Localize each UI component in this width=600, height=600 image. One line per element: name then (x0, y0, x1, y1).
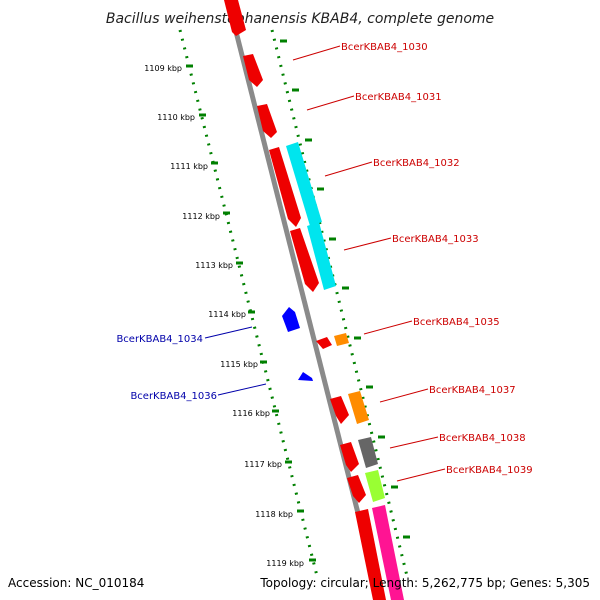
gene-label[interactable]: BcerKBAB4_1035 (413, 317, 500, 328)
scale-label: 1112 kbp (182, 212, 220, 221)
leader-line (292, 45, 341, 61)
cds-track-forward (224, 0, 386, 600)
leader-line (343, 237, 392, 251)
scale-label: 1119 kbp (266, 559, 304, 568)
gene-label[interactable]: BcerKBAB4_1039 (446, 465, 533, 476)
feature-orange (348, 391, 369, 424)
leader-line (363, 320, 413, 335)
gene-arrow-cds (269, 147, 301, 227)
leader-line (306, 95, 355, 111)
scale-ticks-outer (280, 39, 410, 539)
gene-arrow-cds (347, 475, 366, 503)
gene-label[interactable]: BcerKBAB4_1037 (429, 385, 516, 396)
scale-label: 1113 kbp (195, 261, 233, 270)
leader-line (396, 468, 446, 482)
gene-arrow-cds (257, 104, 277, 138)
gene-arrow-cds (355, 509, 386, 600)
scale-label: 1110 kbp (157, 113, 195, 122)
feature-cyan (286, 142, 322, 226)
gene-label[interactable]: BcerKBAB4_1031 (355, 92, 442, 103)
label-leaders-reverse (204, 326, 267, 396)
scale-label: 1117 kbp (244, 460, 282, 469)
gene-arrow-reverse (298, 372, 313, 381)
gene-label[interactable]: BcerKBAB4_1038 (439, 433, 526, 444)
gene-label[interactable]: BcerKBAB4_1032 (373, 158, 460, 169)
gene-labels-forward: BcerKBAB4_1030 BcerKBAB4_1031 BcerKBAB4_… (341, 42, 533, 476)
leader-line (217, 383, 267, 396)
scale-line-outer (270, 29, 410, 581)
gene-labels-reverse: BcerKBAB4_1034 BcerKBAB4_1036 (116, 334, 217, 402)
genome-summary-text: Topology: circular; Length: 5,262,775 bp… (259, 576, 590, 590)
feature-cyan (307, 222, 336, 290)
scale-label: 1114 kbp (208, 310, 246, 319)
gene-arrow-cds (224, 0, 246, 36)
gene-arrow-cds (290, 228, 319, 292)
gene-arrow-reverse (282, 307, 300, 332)
leader-line (389, 436, 439, 449)
feature-pink (372, 505, 404, 600)
gene-label[interactable]: BcerKBAB4_1033 (392, 234, 479, 245)
genome-backbone (225, 0, 383, 600)
gene-arrow-cds (316, 337, 332, 349)
scale-label: 1116 kbp (232, 409, 270, 418)
scale-label: 1115 kbp (220, 360, 258, 369)
leader-line (204, 326, 253, 339)
gene-label[interactable]: BcerKBAB4_1030 (341, 42, 428, 53)
feature-gray (358, 437, 378, 468)
cds-track-reverse (282, 307, 313, 381)
gene-arrow-cds (330, 396, 349, 424)
accession-text: Accession: NC_010184 (8, 576, 144, 590)
scale-label: 1118 kbp (255, 510, 293, 519)
gene-label[interactable]: BcerKBAB4_1034 (116, 334, 203, 345)
scale-label: 1109 kbp (144, 64, 182, 73)
leader-line (379, 388, 429, 403)
scale-line-inner (178, 29, 320, 581)
scale-label: 1111 kbp (170, 162, 208, 171)
leader-line (324, 161, 373, 177)
gene-arrow-cds (340, 442, 359, 472)
scale-labels: 1109 kbp 1110 kbp 1111 kbp 1112 kbp 1113… (144, 64, 304, 568)
map-title: Bacillus weihenstephanensis KBAB4, compl… (106, 11, 494, 27)
label-leaders-forward (292, 45, 446, 482)
feature-track (286, 142, 404, 600)
scale-ticks-inner (186, 64, 316, 562)
gene-arrow-cds (243, 54, 263, 87)
gene-label[interactable]: BcerKBAB4_1036 (130, 391, 217, 402)
feature-orange (334, 333, 349, 346)
feature-green (365, 470, 385, 502)
